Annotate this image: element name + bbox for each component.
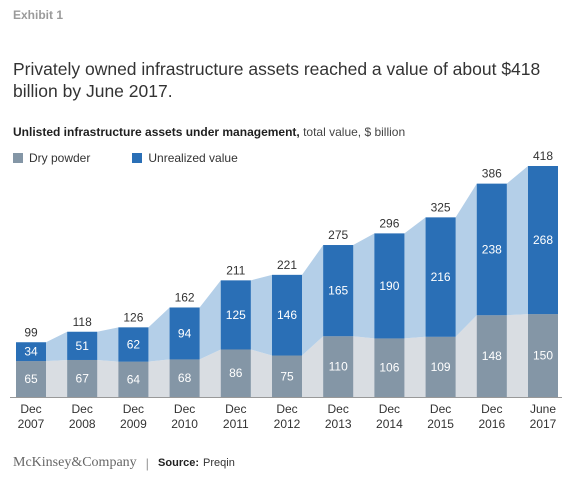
- bar-unrealized-value: [425, 217, 456, 337]
- legend-label-dry-powder: Dry powder: [29, 151, 91, 165]
- x-tick-label-month: Dec: [225, 402, 246, 416]
- data-label-unrealized-value: 62: [127, 338, 141, 352]
- data-label-unrealized-value: 125: [226, 308, 246, 322]
- x-tick-label-year: 2013: [325, 417, 352, 431]
- legend-swatch-unrealized: [132, 153, 143, 163]
- bar-unrealized-value: [169, 307, 200, 360]
- legend-swatch-dry-powder: [13, 153, 23, 163]
- data-label-total: 99: [24, 325, 38, 339]
- bar-unrealized-value: [476, 183, 507, 316]
- x-tick-label-month: Dec: [276, 402, 297, 416]
- subtitle-bold: Unlisted infrastructure assets under man…: [13, 125, 300, 139]
- bar-unrealized-value: [67, 331, 98, 360]
- bar-unrealized-value: [323, 245, 354, 337]
- data-label-dry-powder: 65: [24, 372, 38, 386]
- bar-dry-powder: [425, 336, 456, 397]
- data-label-total: 325: [431, 200, 451, 214]
- bar-dry-powder: [16, 361, 46, 397]
- data-label-unrealized-value: 216: [431, 270, 451, 284]
- data-label-unrealized-value: 190: [379, 279, 399, 293]
- x-tick-label-year: 2008: [69, 417, 96, 431]
- exhibit-label: Exhibit 1: [13, 8, 64, 22]
- dry-powder-band: [16, 314, 558, 397]
- data-label-dry-powder: 86: [229, 366, 243, 380]
- legend-item-dry-powder: Dry powder: [13, 151, 90, 165]
- legend-label-unrealized: Unrealized value: [148, 151, 238, 165]
- data-label-unrealized-value: 51: [76, 339, 90, 353]
- data-label-dry-powder: 68: [178, 371, 192, 385]
- chart-legend: Dry powder Unrealized value: [13, 151, 280, 165]
- x-tick-label-month: Dec: [430, 402, 451, 416]
- bar-dry-powder: [220, 349, 251, 397]
- bar-unrealized-value: [16, 342, 46, 362]
- bar-unrealized-value: [272, 274, 302, 356]
- footer-separator: |: [145, 455, 150, 471]
- data-label-total: 296: [379, 216, 399, 230]
- x-tick-label-month: Dec: [20, 402, 41, 416]
- bar-dry-powder: [323, 336, 354, 397]
- x-tick-label-year: 2009: [120, 417, 147, 431]
- x-tick-label-month: Dec: [481, 402, 502, 416]
- x-tick-label-year: 2017: [530, 417, 557, 431]
- data-label-dry-powder: 75: [280, 369, 294, 383]
- bar-dry-powder: [272, 355, 302, 397]
- x-tick-label-month: June: [530, 402, 556, 416]
- bar-dry-powder: [118, 361, 149, 397]
- bar-unrealized-value: [374, 233, 405, 339]
- x-tick-label-month: Dec: [379, 402, 400, 416]
- x-tick-label-month: Dec: [72, 402, 93, 416]
- data-label-total: 221: [277, 258, 297, 272]
- bar-dry-powder: [374, 338, 405, 397]
- data-label-dry-powder: 148: [482, 349, 502, 363]
- data-label-dry-powder: 109: [431, 360, 451, 374]
- data-label-total: 418: [533, 149, 553, 163]
- data-label-total: 118: [73, 315, 92, 329]
- data-label-dry-powder: 64: [127, 372, 141, 386]
- data-label-unrealized-value: 146: [277, 308, 297, 322]
- bar-unrealized-value: [220, 280, 251, 350]
- chart-subtitle: Unlisted infrastructure assets under man…: [13, 125, 405, 139]
- brand-logo: McKinsey&Company: [13, 455, 137, 470]
- x-tick-label-year: 2016: [478, 417, 505, 431]
- x-tick-label-month: Dec: [328, 402, 349, 416]
- data-label-unrealized-value: 238: [482, 242, 502, 256]
- data-label-total: 211: [226, 263, 245, 277]
- data-label-total: 126: [123, 310, 143, 324]
- data-label-dry-powder: 106: [379, 361, 399, 375]
- bar-unrealized-value: [118, 327, 149, 362]
- data-label-total: 386: [482, 167, 502, 181]
- data-label-dry-powder: 110: [329, 360, 348, 374]
- bar-dry-powder: [169, 359, 200, 397]
- source-text: Preqin: [203, 457, 235, 469]
- x-tick-label-year: 2011: [223, 417, 249, 431]
- x-tick-label-month: Dec: [123, 402, 144, 416]
- data-label-total: 275: [328, 228, 348, 242]
- bar-dry-powder: [476, 315, 507, 397]
- data-label-total: 162: [175, 290, 195, 304]
- x-tick-label-year: 2010: [171, 417, 198, 431]
- data-label-unrealized-value: 165: [328, 284, 348, 298]
- data-label-unrealized-value: 268: [533, 233, 553, 247]
- x-tick-label-year: 2014: [376, 417, 403, 431]
- data-label-unrealized-value: 34: [24, 345, 38, 359]
- footer: McKinsey&Company | Source: Preqin: [13, 455, 235, 471]
- data-label-dry-powder: 67: [76, 371, 90, 385]
- unrealized-value-band: [16, 166, 558, 362]
- chart-headline: Privately owned infrastructure assets re…: [13, 59, 541, 101]
- source-label: Source:: [158, 457, 200, 469]
- bar-dry-powder: [528, 314, 558, 397]
- x-tick-label-month: Dec: [174, 402, 195, 416]
- data-label-unrealized-value: 94: [178, 326, 192, 340]
- data-label-dry-powder: 150: [533, 349, 553, 363]
- x-tick-label-year: 2012: [274, 417, 301, 431]
- bar-dry-powder: [67, 359, 98, 397]
- legend-item-unrealized: Unrealized value: [132, 151, 238, 165]
- bar-unrealized-value: [528, 166, 558, 315]
- subtitle-rest: total value, $ billion: [299, 125, 406, 139]
- x-tick-label-year: 2007: [18, 417, 45, 431]
- x-tick-label-year: 2015: [427, 417, 454, 431]
